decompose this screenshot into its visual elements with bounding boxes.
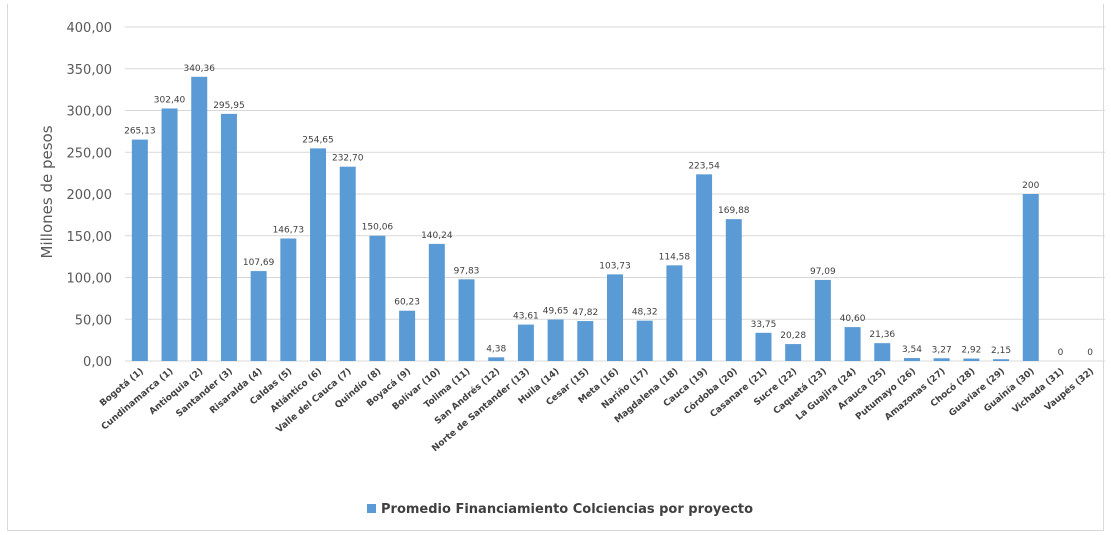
data-label: 49,65	[543, 307, 569, 317]
chart-frame	[7, 4, 1104, 531]
data-label: 140,24	[421, 231, 453, 241]
data-label: 200	[1022, 181, 1039, 191]
bar	[488, 357, 505, 361]
y-tick-label: 50,00	[75, 313, 112, 328]
data-label: 107,69	[243, 258, 275, 268]
bar	[933, 358, 950, 361]
bar	[310, 148, 327, 361]
data-labels: 265,13 302,40 340,36 295,95 107,69 146,73 254,…	[124, 64, 1093, 358]
bar	[517, 324, 534, 361]
data-label: 295,95	[213, 101, 245, 111]
data-label: 114,58	[659, 252, 691, 262]
bar	[161, 108, 178, 361]
data-label: 97,83	[454, 266, 480, 276]
bar	[844, 327, 861, 361]
data-label: 60,23	[394, 298, 420, 308]
bar	[785, 344, 802, 361]
data-label: 150,06	[362, 223, 394, 233]
bar	[458, 279, 475, 361]
data-label: 43,61	[513, 312, 539, 322]
y-tick-label: 350,00	[67, 63, 113, 78]
bar	[399, 310, 416, 361]
bar	[220, 113, 237, 362]
legend-swatch	[367, 504, 376, 513]
bar	[963, 358, 980, 361]
data-label: 47,82	[572, 308, 598, 318]
data-label: 302,40	[154, 95, 186, 105]
bar	[696, 174, 713, 361]
bar	[1022, 194, 1039, 361]
bar	[339, 166, 356, 361]
y-tick-label: 400,00	[67, 21, 113, 36]
y-axis-title: Millones de pesos	[38, 125, 56, 258]
legend-label: Promedio Financiamiento Colciencias por …	[381, 502, 753, 517]
y-tick-label: 0,00	[83, 355, 112, 370]
bar	[725, 219, 742, 361]
x-tick-label: Risaralda (4)	[208, 367, 264, 417]
y-tick-label: 100,00	[67, 272, 113, 287]
bar	[666, 265, 683, 361]
data-label: 232,70	[332, 154, 364, 164]
x-tick-label: Vichada (31)	[1011, 367, 1067, 416]
x-tick-label: Atlántico (6)	[269, 367, 324, 415]
bar	[993, 359, 1010, 361]
bar	[428, 243, 445, 361]
data-label: 97,09	[810, 267, 836, 277]
data-label: 2,92	[961, 346, 981, 356]
bar	[607, 274, 623, 361]
data-label: 265,13	[124, 127, 156, 137]
data-label: 4,38	[486, 344, 506, 354]
bar	[191, 76, 208, 361]
data-label: 33,75	[751, 320, 777, 330]
data-label: 0	[1087, 348, 1093, 358]
bar	[577, 321, 594, 361]
data-label: 20,28	[780, 331, 806, 341]
bar	[369, 235, 386, 361]
bar	[903, 358, 920, 361]
data-label: 3,54	[902, 345, 922, 355]
data-label: 3,27	[932, 345, 952, 355]
data-label: 48,32	[632, 308, 658, 318]
x-tick-label: Vaupés (32)	[1042, 366, 1096, 413]
y-tick-label: 300,00	[67, 105, 113, 120]
bars	[131, 76, 1039, 362]
y-tick-label: 250,00	[67, 146, 113, 161]
data-label: 21,36	[869, 330, 895, 340]
bar	[547, 319, 564, 361]
bar	[250, 271, 267, 361]
bar	[131, 139, 148, 361]
bar	[814, 279, 831, 361]
data-label: 146,73	[273, 225, 305, 235]
legend: Promedio Financiamiento Colciencias por …	[367, 502, 753, 517]
y-axis-ticks: 0,00 50,00 100,00 150,00 200,00 250,00 300,00 3…	[67, 21, 113, 370]
data-label: 0	[1058, 348, 1064, 358]
x-axis-categories: Bogotá (1)Cundinamarca (1)Antioquia (2)S…	[98, 366, 1096, 454]
data-label: 223,54	[688, 161, 720, 171]
bar	[636, 320, 653, 361]
data-label: 254,65	[302, 135, 334, 145]
data-label: 103,73	[599, 261, 631, 271]
data-label: 2,15	[991, 346, 1011, 356]
y-tick-label: 200,00	[67, 188, 113, 203]
bar	[874, 343, 891, 361]
data-label: 40,60	[840, 314, 866, 324]
data-label: 169,88	[718, 206, 750, 216]
bar	[755, 332, 772, 361]
y-tick-label: 150,00	[67, 230, 113, 245]
data-label: 340,36	[183, 64, 215, 74]
bar	[280, 238, 297, 361]
